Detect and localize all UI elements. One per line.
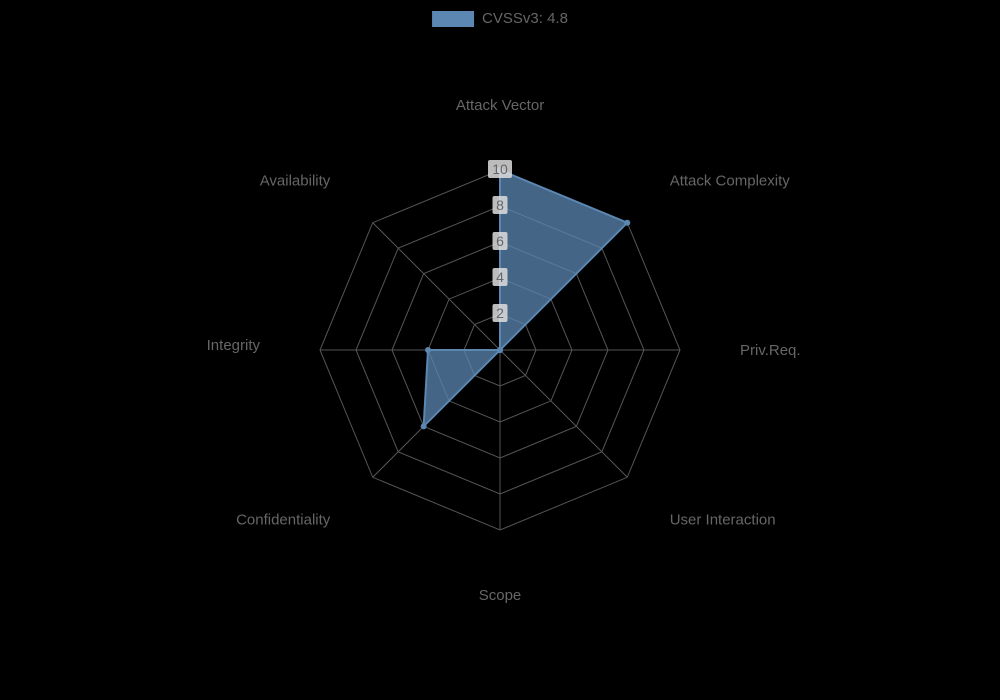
axis-label: Confidentiality (236, 512, 331, 529)
radar-svg: 2 4 6 8 10 Attack Vector Attack Complexity Priv… (0, 0, 1000, 700)
svg-text:4: 4 (496, 269, 504, 285)
svg-text:2: 2 (496, 305, 504, 321)
axis-label: Attack Complexity (670, 172, 791, 189)
axis-label: Priv.Req. (740, 342, 801, 359)
svg-text:6: 6 (496, 233, 504, 249)
axis-label: Attack Vector (456, 97, 544, 114)
axis-label: Integrity (207, 337, 261, 354)
radar-chart-container: { "chart": { "type": "radar", "width": 1… (0, 0, 1000, 700)
axis-label: User Interaction (670, 512, 776, 529)
axis-label: Availability (260, 172, 331, 189)
svg-text:10: 10 (492, 161, 508, 177)
axis-label: Scope (479, 587, 522, 604)
svg-text:8: 8 (496, 197, 504, 213)
